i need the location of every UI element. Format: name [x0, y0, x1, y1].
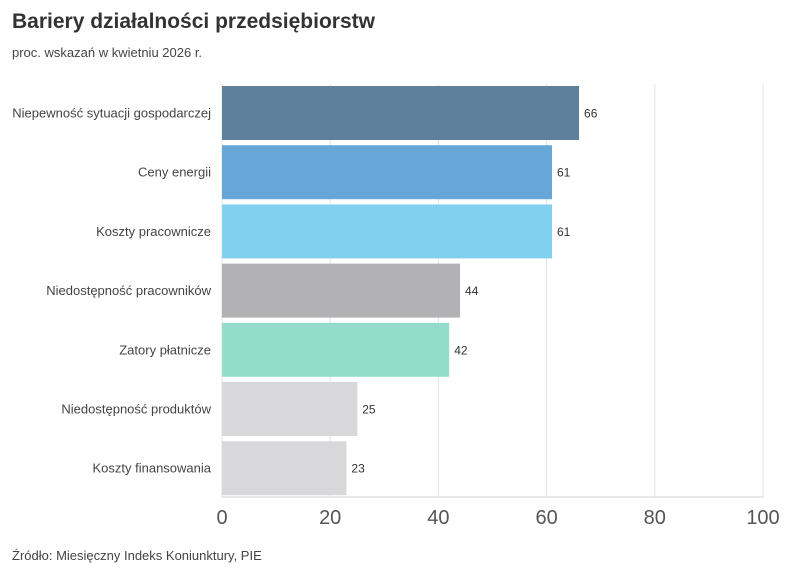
value-label-3: 61 [557, 225, 571, 239]
bar-1 [222, 86, 580, 140]
category-label-1: Niepewność sytuacji gospodarczej [12, 106, 211, 121]
value-label-1: 66 [584, 107, 598, 121]
bar-7 [222, 441, 347, 496]
x-tick-label-100: 100 [746, 507, 779, 529]
category-label-5: Zatory płatnicze [119, 342, 211, 357]
category-label-7: Koszty finansowania [92, 461, 211, 476]
chart-title: Bariery działalności przedsiębiorstw [12, 10, 375, 33]
x-tick-label-80: 80 [644, 507, 666, 529]
value-label-6: 25 [362, 403, 376, 417]
category-label-2: Ceny energii [138, 165, 211, 180]
x-tick-label-20: 20 [319, 507, 341, 529]
bar-3 [222, 204, 553, 259]
value-label-2: 61 [557, 166, 571, 180]
bar-5 [222, 322, 450, 377]
bar-2 [222, 145, 553, 200]
value-label-5: 42 [454, 343, 468, 357]
category-label-4: Niedostępność pracowników [46, 283, 211, 298]
category-label-3: Koszty pracownicze [96, 224, 211, 239]
category-label-6: Niedostępność produktów [61, 402, 211, 417]
bar-6 [222, 382, 358, 436]
source-note: Źródło: Miesięczny Indeks Koniunktury, P… [12, 548, 262, 563]
value-label-7: 23 [351, 462, 365, 476]
labels: Niepewność sytuacji gospodarczej 66 Ceny e… [12, 106, 597, 476]
x-tick-label-0: 0 [216, 507, 227, 529]
x-axis: 0 20 40 60 80 100 [216, 496, 780, 529]
chart-subtitle: proc. wskazań w kwietniu 2026 r. [12, 45, 203, 60]
x-tick-label-60: 60 [535, 507, 557, 529]
bar-4 [222, 263, 461, 318]
bars [222, 86, 580, 496]
value-label-4: 44 [465, 284, 479, 298]
x-tick-label-40: 40 [427, 507, 449, 529]
